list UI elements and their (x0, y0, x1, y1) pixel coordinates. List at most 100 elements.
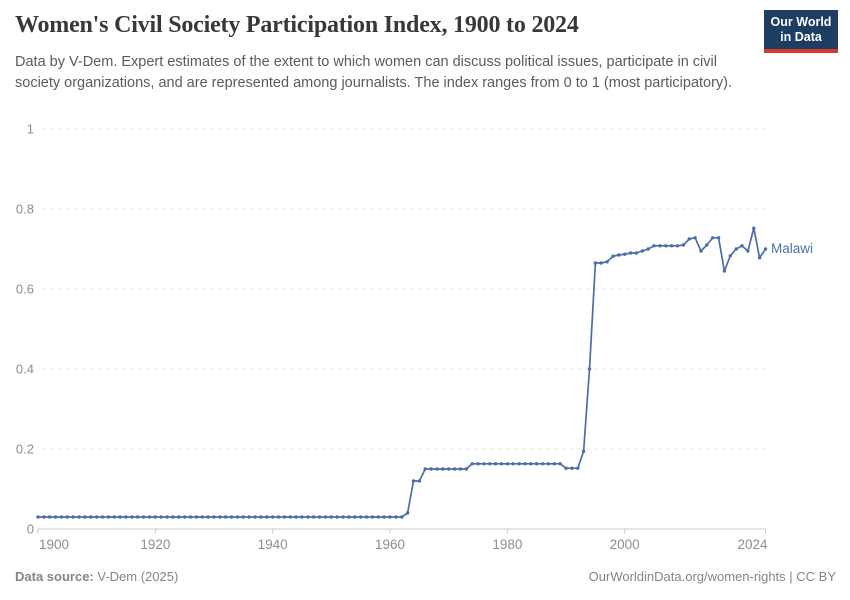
y-axis-tick-label: 0.6 (16, 282, 34, 297)
data-point (681, 243, 686, 247)
data-point (423, 467, 427, 471)
data-point (628, 251, 633, 255)
data-point (429, 467, 433, 471)
data-point (675, 244, 680, 248)
chart-subtitle: Data by V-Dem. Expert estimates of the e… (15, 54, 733, 91)
data-point (699, 249, 703, 253)
credit-link[interactable]: OurWorldinData.org/women-rights | CC BY (588, 569, 836, 584)
data-point (581, 449, 586, 454)
owid-logo-text-line2: in Data (780, 30, 822, 44)
data-point (65, 515, 70, 519)
data-point (593, 261, 598, 265)
data-point (394, 515, 398, 519)
data-point (106, 515, 111, 519)
data-point (376, 515, 380, 519)
data-point (458, 467, 463, 471)
data-point (447, 467, 451, 471)
data-point (364, 515, 369, 519)
data-point (605, 260, 609, 264)
data-point (693, 236, 697, 240)
data-point (529, 462, 533, 466)
data-point (194, 515, 199, 519)
y-axis-tick-label: 0 (27, 522, 34, 537)
data-point (206, 515, 210, 519)
data-point (669, 244, 674, 248)
data-point (640, 249, 644, 253)
x-axis-tick-label: 2024 (737, 537, 768, 552)
data-point (224, 515, 228, 519)
data-point (259, 515, 263, 519)
data-point (746, 249, 750, 253)
data-point (165, 515, 169, 519)
data-point (347, 515, 351, 519)
data-point (95, 515, 99, 519)
data-point (470, 462, 474, 466)
y-axis-tick-label: 0.8 (16, 202, 34, 217)
data-point (370, 515, 375, 519)
data-point (652, 244, 656, 248)
data-point (540, 462, 545, 466)
data-point (570, 466, 574, 470)
x-axis-tick-label: 1980 (492, 537, 522, 552)
data-point (405, 511, 410, 515)
series-label-malawi: Malawi (771, 241, 814, 256)
data-source-label: Data source: (15, 569, 94, 584)
data-point (623, 252, 627, 256)
data-point (229, 515, 234, 519)
data-point (664, 244, 668, 248)
data-point (359, 515, 363, 519)
data-point (411, 479, 416, 483)
data-point (734, 247, 738, 251)
data-point (153, 515, 157, 519)
data-line-malawi (37, 227, 767, 518)
data-point (317, 515, 322, 519)
data-point (435, 467, 439, 471)
data-point (752, 226, 756, 230)
data-source-value: V-Dem (2025) (93, 569, 179, 584)
data-point (130, 515, 134, 519)
x-axis-tick-label: 2000 (610, 537, 640, 552)
data-point (716, 236, 721, 240)
data-point (253, 515, 257, 519)
data-point (171, 515, 175, 519)
x-axis-tick-label: 1940 (258, 537, 288, 552)
data-point (535, 462, 539, 466)
data-point (493, 462, 498, 466)
data-point (558, 462, 562, 466)
data-point (464, 467, 468, 471)
data-point (687, 237, 691, 241)
data-point (441, 467, 445, 471)
data-point (159, 515, 163, 519)
data-point (552, 462, 556, 466)
data-point (740, 244, 744, 248)
data-point (599, 261, 603, 265)
data-point (611, 254, 615, 258)
data-point (136, 515, 140, 519)
page-title: Women's Civil Society Participation Inde… (15, 12, 579, 38)
data-point (452, 467, 457, 471)
data-point (118, 515, 122, 519)
data-point (417, 479, 422, 483)
data-point (59, 515, 64, 519)
y-axis-tick-label: 1 (27, 122, 34, 137)
data-point (499, 462, 504, 466)
x-axis-tick-label: 1960 (375, 537, 405, 552)
data-point (112, 515, 117, 519)
data-point (83, 515, 87, 519)
data-point (546, 462, 551, 466)
data-point (183, 515, 187, 519)
data-point (36, 515, 40, 519)
data-point (48, 515, 52, 519)
data-point (300, 515, 304, 519)
data-point (306, 515, 310, 519)
data-point (505, 462, 510, 466)
data-point (705, 243, 709, 247)
data-point (564, 466, 568, 470)
data-point (658, 244, 662, 248)
data-point (177, 515, 181, 519)
data-point (517, 462, 521, 466)
data-point (288, 515, 292, 519)
data-point (353, 515, 357, 519)
data-point (763, 247, 768, 251)
data-point (188, 515, 193, 519)
